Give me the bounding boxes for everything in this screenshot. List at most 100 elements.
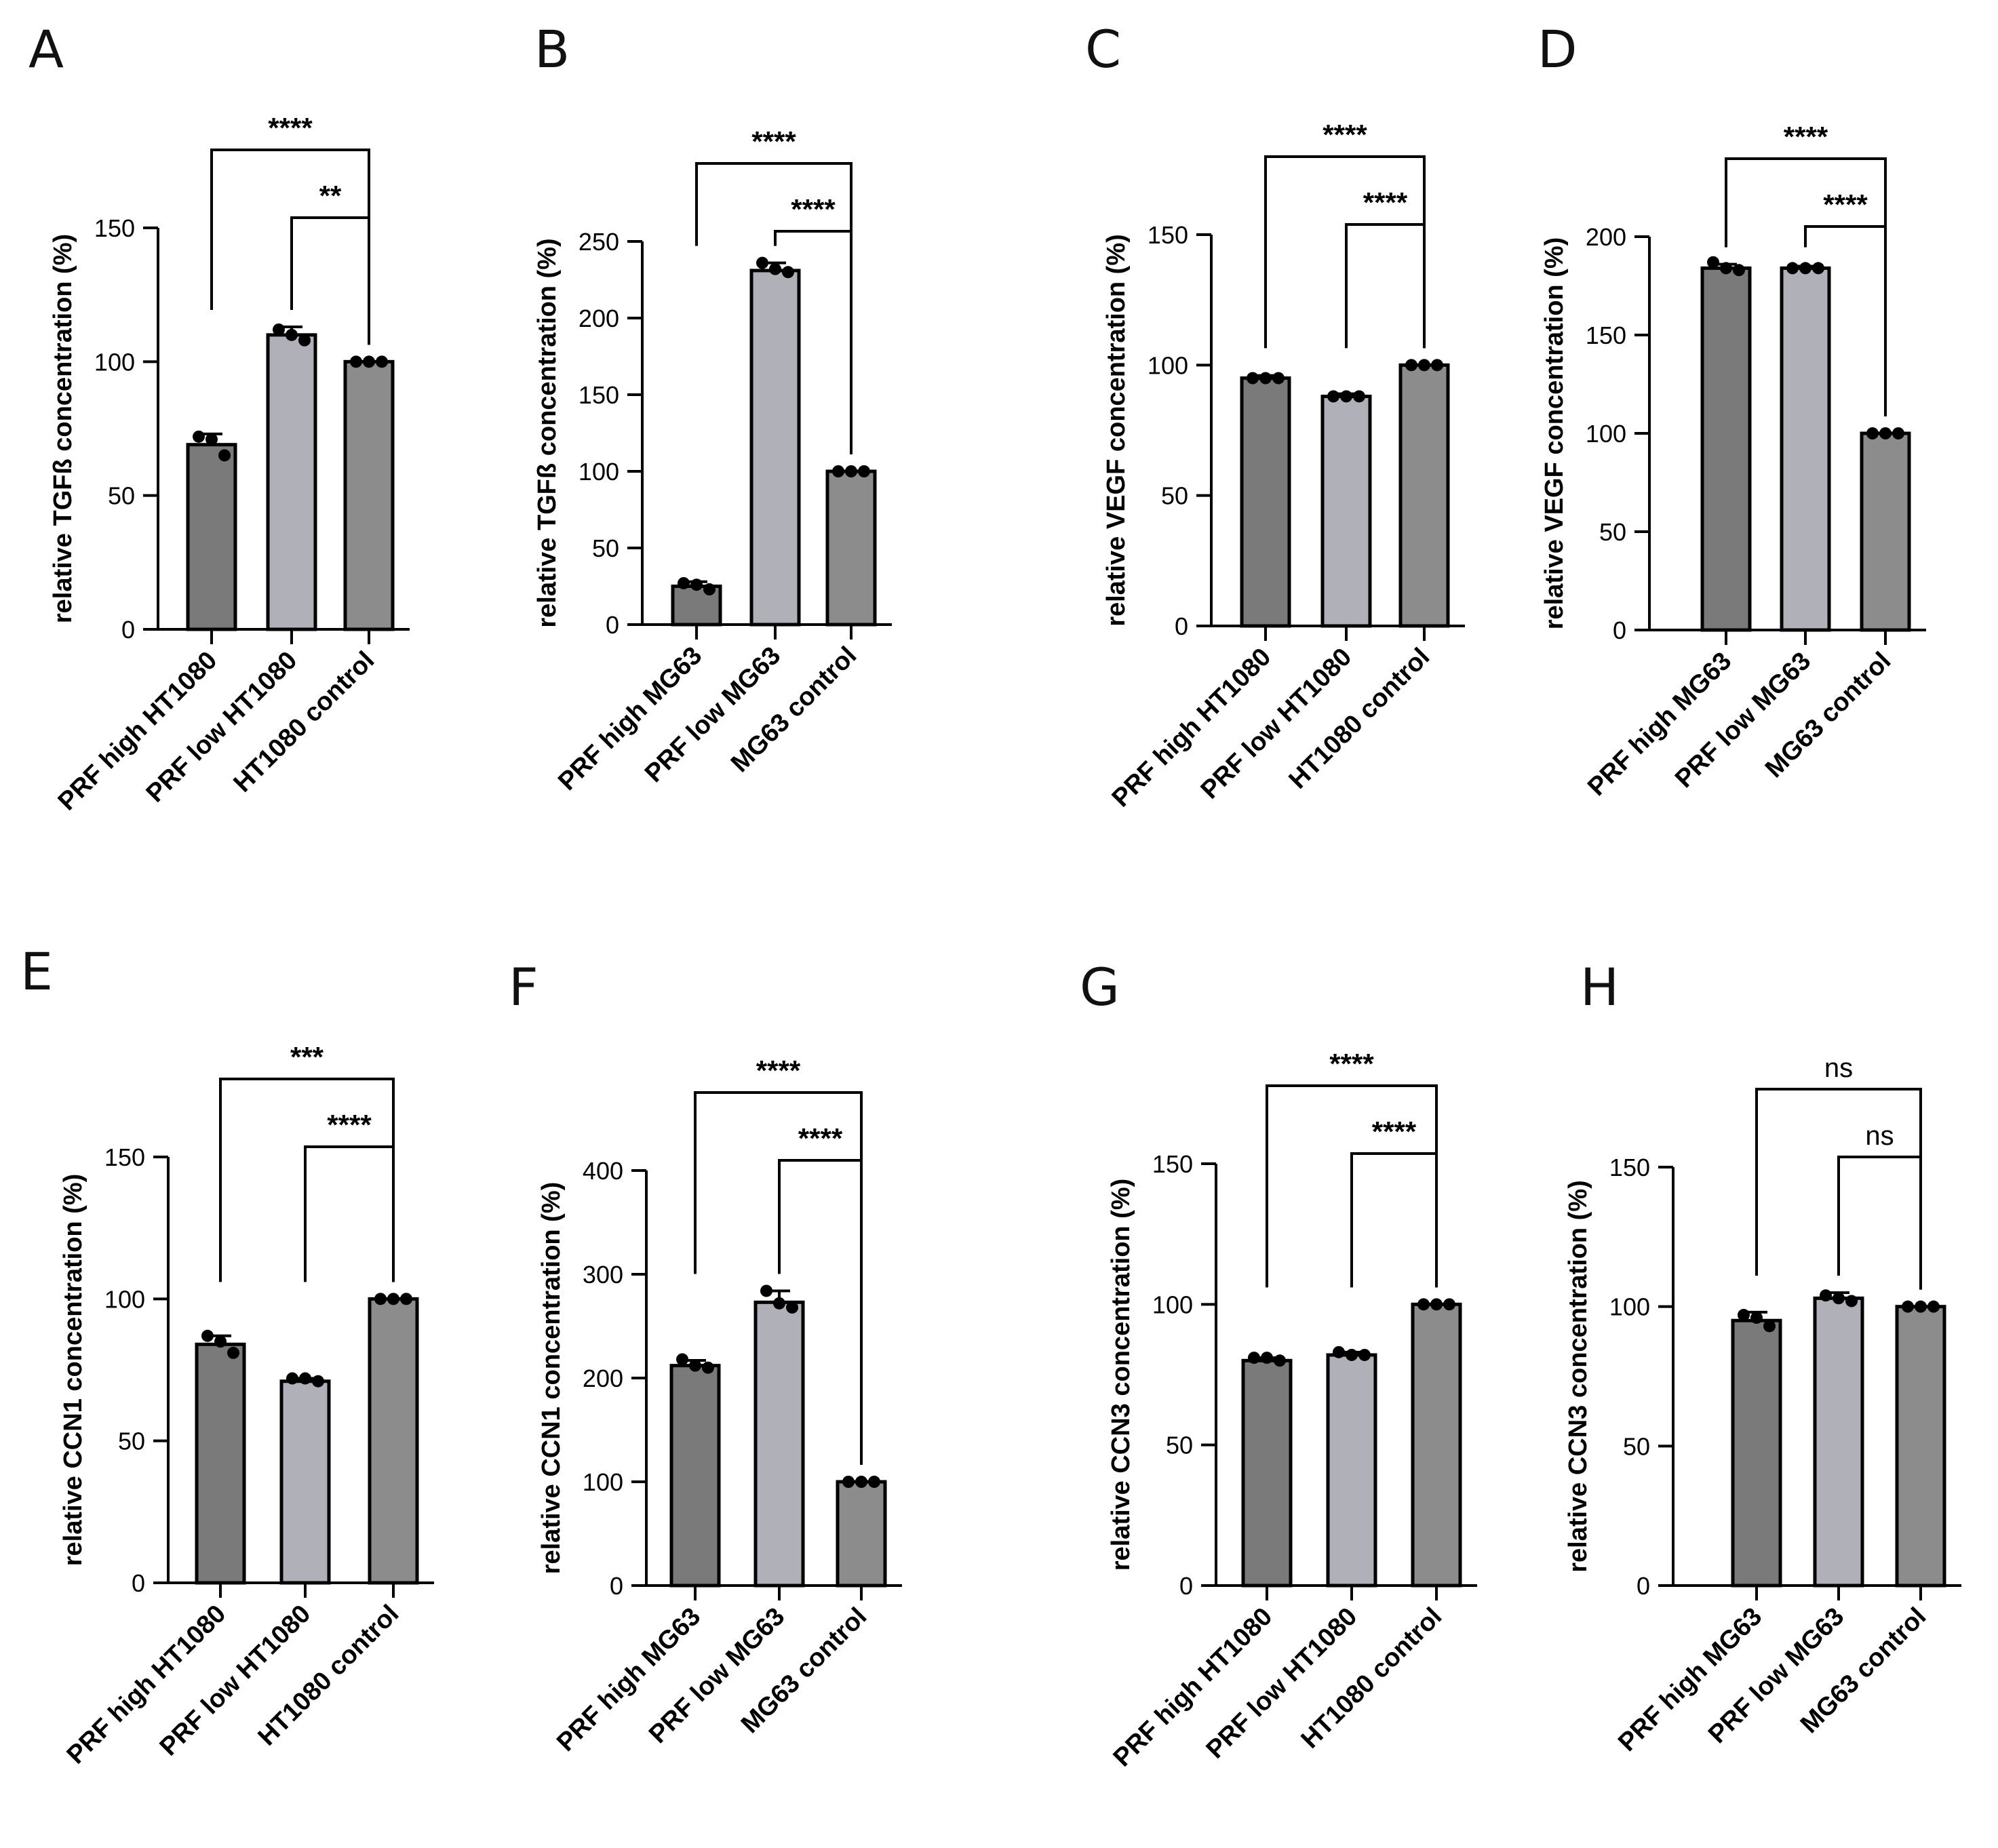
y-tick-label-b-200: 200 bbox=[579, 304, 619, 332]
data-point-b-high-3 bbox=[703, 583, 716, 596]
data-point-g-high-3 bbox=[1274, 1354, 1286, 1367]
data-point-c-high-1 bbox=[1247, 372, 1259, 385]
y-axis-title-e: relative CCN1 concentration (%) bbox=[59, 1174, 87, 1567]
sig-bracket-c-inner bbox=[1345, 223, 1426, 349]
y-axis-title-d: relative VEGF concentration (%) bbox=[1540, 237, 1569, 630]
sig-bracket-h-inner bbox=[1837, 1156, 1922, 1290]
bar-g-low bbox=[1326, 1353, 1377, 1588]
data-point-g-control-2 bbox=[1430, 1298, 1443, 1311]
sig-bracket-e-inner bbox=[304, 1145, 395, 1282]
x-label-g-high: PRF high HT1080 bbox=[1108, 1603, 1278, 1773]
data-point-a-low-1 bbox=[273, 323, 285, 336]
data-point-f-low-1 bbox=[760, 1284, 772, 1297]
data-point-b-low-1 bbox=[756, 256, 768, 269]
data-point-d-high-2 bbox=[1720, 262, 1732, 275]
y-tick-label-a-150: 150 bbox=[94, 214, 135, 242]
y-tick-label-b-0: 0 bbox=[606, 611, 619, 639]
data-point-e-control-2 bbox=[387, 1293, 399, 1305]
y-tick-label-e-50: 50 bbox=[118, 1428, 145, 1455]
bar-b-low bbox=[749, 269, 801, 627]
x-label-a-control: HT1080 control bbox=[229, 646, 380, 798]
data-point-c-high-3 bbox=[1272, 372, 1285, 385]
y-tick-label-f-100: 100 bbox=[583, 1468, 623, 1496]
data-point-h-control-1 bbox=[1902, 1300, 1914, 1313]
data-point-c-low-3 bbox=[1353, 390, 1365, 403]
bar-a-control bbox=[343, 359, 395, 631]
sig-label-c-outer: **** bbox=[1323, 119, 1367, 151]
sig-label-a-outer: **** bbox=[268, 112, 313, 144]
data-point-h-low-3 bbox=[1845, 1295, 1858, 1308]
y-tick-label-c-150: 150 bbox=[1148, 221, 1188, 249]
bar-d-control bbox=[1860, 431, 1911, 632]
x-label-e-high: PRF high HT1080 bbox=[62, 1600, 232, 1770]
data-point-d-high-3 bbox=[1733, 264, 1745, 277]
data-point-c-low-2 bbox=[1340, 390, 1352, 403]
data-point-e-control-1 bbox=[374, 1293, 387, 1305]
data-point-e-high-3 bbox=[227, 1346, 239, 1359]
x-label-c-low: PRF low HT1080 bbox=[1196, 643, 1358, 805]
data-point-h-control-2 bbox=[1915, 1300, 1927, 1313]
x-label-c-high: PRF high HT1080 bbox=[1107, 643, 1277, 813]
y-axis-title-g: relative CCN3 concentration (%) bbox=[1107, 1179, 1135, 1571]
y-tick-label-h-50: 50 bbox=[1623, 1432, 1650, 1460]
y-tick-label-d-50: 50 bbox=[1599, 518, 1626, 546]
data-point-g-high-2 bbox=[1261, 1352, 1273, 1364]
y-tick-label-f-400: 400 bbox=[583, 1157, 623, 1185]
panel-letter-a: A bbox=[28, 19, 64, 79]
bar-h-control bbox=[1895, 1305, 1946, 1588]
bar-e-high bbox=[195, 1342, 246, 1585]
data-point-a-control-2 bbox=[363, 355, 375, 368]
x-label-g-low: PRF low HT1080 bbox=[1201, 1603, 1363, 1765]
y-tick-label-h-150: 150 bbox=[1609, 1154, 1650, 1181]
y-tick-label-g-100: 100 bbox=[1152, 1291, 1193, 1318]
data-point-a-high-2 bbox=[205, 433, 218, 446]
data-point-d-control-3 bbox=[1892, 427, 1904, 439]
data-point-f-high-3 bbox=[702, 1361, 714, 1374]
bar-h-high bbox=[1731, 1318, 1782, 1588]
data-point-d-low-1 bbox=[1786, 262, 1799, 275]
data-point-b-high-2 bbox=[690, 578, 703, 591]
data-point-f-low-2 bbox=[773, 1297, 785, 1310]
data-point-g-control-1 bbox=[1417, 1298, 1430, 1311]
y-tick-label-d-150: 150 bbox=[1586, 321, 1626, 349]
bar-g-high bbox=[1241, 1358, 1293, 1588]
data-point-g-low-1 bbox=[1333, 1345, 1345, 1358]
data-point-a-high-3 bbox=[218, 449, 231, 462]
data-point-g-low-3 bbox=[1358, 1348, 1371, 1361]
sig-label-h-inner: ns bbox=[1865, 1121, 1894, 1151]
data-point-e-low-1 bbox=[286, 1372, 298, 1385]
bar-b-control bbox=[825, 469, 877, 627]
data-point-g-control-3 bbox=[1443, 1298, 1455, 1311]
data-point-d-low-2 bbox=[1799, 262, 1811, 275]
x-label-b-high: PRF high MG63 bbox=[553, 642, 707, 796]
y-tick-label-d-200: 200 bbox=[1586, 223, 1626, 251]
data-point-b-control-2 bbox=[845, 465, 857, 477]
panel-letter-f: F bbox=[509, 957, 538, 1017]
data-point-e-low-3 bbox=[312, 1375, 324, 1388]
data-point-a-low-2 bbox=[286, 328, 298, 341]
bar-a-high bbox=[186, 443, 237, 631]
data-point-e-high-2 bbox=[214, 1335, 227, 1348]
data-point-a-control-1 bbox=[350, 355, 362, 368]
bar-g-control bbox=[1411, 1302, 1462, 1588]
y-tick-label-b-250: 250 bbox=[579, 228, 619, 256]
data-point-e-control-3 bbox=[400, 1293, 412, 1305]
bar-f-control bbox=[836, 1480, 887, 1588]
panel-letter-e: E bbox=[20, 941, 54, 1002]
panel-letter-b: B bbox=[534, 19, 570, 79]
data-point-h-low-1 bbox=[1820, 1289, 1832, 1302]
sig-label-d-outer: **** bbox=[1784, 121, 1828, 153]
data-point-a-high-1 bbox=[193, 430, 205, 443]
sig-label-g-outer: **** bbox=[1329, 1048, 1374, 1080]
data-point-b-low-3 bbox=[782, 266, 794, 279]
panel-letter-c: C bbox=[1085, 19, 1122, 79]
y-tick-label-c-100: 100 bbox=[1148, 351, 1188, 379]
sig-label-h-outer: ns bbox=[1824, 1053, 1853, 1083]
sig-label-f-outer: **** bbox=[756, 1055, 801, 1086]
y-tick-label-d-100: 100 bbox=[1586, 420, 1626, 448]
data-point-h-high-2 bbox=[1750, 1312, 1763, 1324]
sig-bracket-f-inner bbox=[778, 1159, 863, 1465]
x-label-g-control: HT1080 control bbox=[1296, 1603, 1448, 1754]
y-tick-label-c-0: 0 bbox=[1175, 612, 1188, 640]
bar-e-control bbox=[368, 1297, 419, 1585]
